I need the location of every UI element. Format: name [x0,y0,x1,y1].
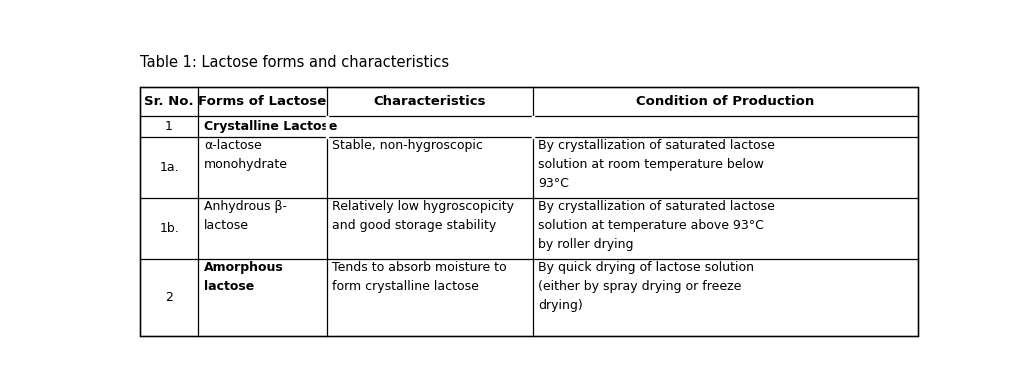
Text: Stable, non-hygroscopic: Stable, non-hygroscopic [332,139,483,152]
Text: Forms of Lactose: Forms of Lactose [199,95,327,108]
Text: Crystalline Lactose: Crystalline Lactose [204,120,337,133]
Text: 2: 2 [165,291,173,304]
Text: α-lactose
monohydrate: α-lactose monohydrate [204,139,288,171]
Bar [140,88,918,336]
Text: Relatively low hygroscopicity
and good storage stability: Relatively low hygroscopicity and good s… [332,200,514,232]
Text: Characteristics: Characteristics [374,95,485,108]
Text: By quick drying of lactose solution
(either by spray drying or freeze
drying): By quick drying of lactose solution (eit… [539,261,755,312]
Text: Condition of Production: Condition of Production [636,95,814,108]
Text: Table 1: Lactose forms and characteristics: Table 1: Lactose forms and characteristi… [140,55,450,70]
Text: 1b.: 1b. [159,222,179,235]
Text: Anhydrous β-
lactose: Anhydrous β- lactose [204,200,287,232]
Text: By crystallization of saturated lactose
solution at temperature above 93°C
by ro: By crystallization of saturated lactose … [539,200,775,251]
Text: 1a.: 1a. [160,161,179,174]
Text: Amorphous
lactose: Amorphous lactose [204,261,284,293]
Text: Sr. No.: Sr. No. [144,95,194,108]
Text: By crystallization of saturated lactose
solution at room temperature below
93°C: By crystallization of saturated lactose … [539,139,775,190]
Text: 1: 1 [165,120,173,133]
Text: Tends to absorb moisture to
form crystalline lactose: Tends to absorb moisture to form crystal… [332,261,507,293]
